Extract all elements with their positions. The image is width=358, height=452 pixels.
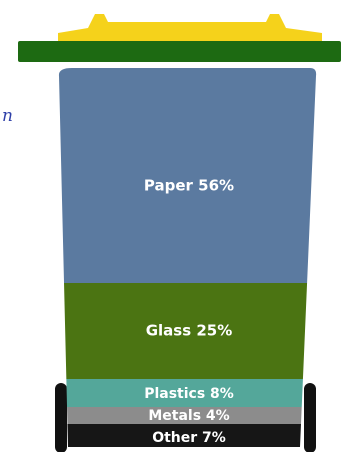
bin-body bbox=[58, 68, 317, 447]
segment-label-metals: Metals 4% bbox=[148, 408, 229, 424]
segment-label-plastics: Plastics 8% bbox=[144, 386, 234, 402]
segment-label-glass: Glass 25% bbox=[146, 322, 233, 340]
segment-paper bbox=[58, 68, 317, 283]
left-wheel bbox=[55, 383, 67, 452]
segment-label-other: Other 7% bbox=[152, 430, 226, 446]
segment-label-paper: Paper 56% bbox=[144, 177, 234, 195]
right-wheel bbox=[304, 383, 316, 452]
segment-glass bbox=[58, 283, 317, 379]
segment-metals bbox=[58, 407, 317, 424]
bin-lid bbox=[58, 14, 322, 42]
segment-other bbox=[58, 424, 317, 447]
segment-labels: Paper 56% Glass 25% Plastics 8% Metals 4% Ot… bbox=[144, 177, 234, 447]
cropped-edge-text: n bbox=[2, 106, 13, 126]
bin-rim bbox=[18, 41, 341, 62]
segment-plastics bbox=[58, 379, 317, 407]
